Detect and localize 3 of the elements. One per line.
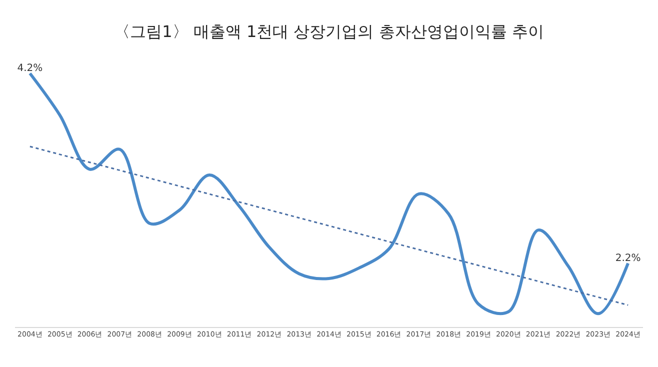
data-label: 4.2%: [17, 62, 43, 74]
data-label: 2.2%: [615, 252, 641, 264]
chart-title: 〈그림1〉 매출액 1천대 상장기업의 총자산영업이익률 추이: [114, 22, 544, 41]
